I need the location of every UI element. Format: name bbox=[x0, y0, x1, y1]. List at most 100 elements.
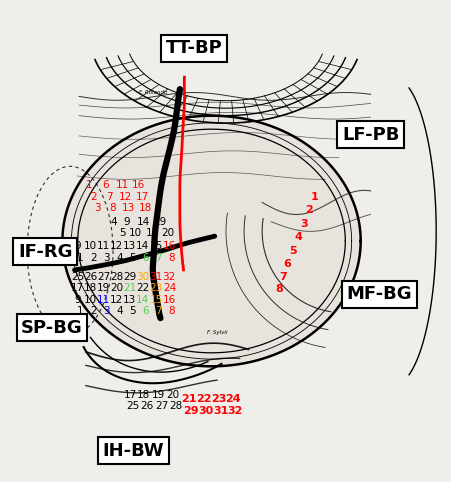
Text: 17: 17 bbox=[135, 192, 149, 201]
Text: 1: 1 bbox=[309, 192, 318, 201]
Text: 9: 9 bbox=[124, 217, 130, 227]
Text: 23: 23 bbox=[149, 283, 162, 293]
Text: 15: 15 bbox=[149, 295, 162, 305]
Text: 14: 14 bbox=[136, 241, 149, 251]
Text: 29: 29 bbox=[123, 272, 136, 281]
Text: 11: 11 bbox=[97, 295, 110, 305]
Text: 18: 18 bbox=[137, 390, 150, 400]
Text: 14: 14 bbox=[136, 295, 149, 305]
Text: 3: 3 bbox=[299, 219, 307, 228]
Text: 19: 19 bbox=[154, 217, 167, 227]
Text: 7: 7 bbox=[155, 253, 161, 263]
Text: 2: 2 bbox=[90, 192, 97, 201]
Text: 7: 7 bbox=[278, 272, 286, 281]
Text: 3: 3 bbox=[103, 253, 110, 263]
Text: 3: 3 bbox=[94, 203, 100, 213]
Text: 27: 27 bbox=[155, 402, 168, 411]
Text: F. Sylvii: F. Sylvii bbox=[206, 330, 227, 335]
Text: 24: 24 bbox=[225, 394, 240, 404]
Text: 5: 5 bbox=[129, 253, 136, 263]
Text: TT-BP: TT-BP bbox=[166, 39, 222, 57]
Text: 4: 4 bbox=[110, 217, 117, 227]
Text: 2: 2 bbox=[304, 205, 313, 215]
Text: 13: 13 bbox=[122, 203, 135, 213]
Text: 32: 32 bbox=[161, 272, 175, 281]
Text: 16: 16 bbox=[162, 241, 175, 251]
Text: 20: 20 bbox=[110, 283, 123, 293]
Text: 17: 17 bbox=[123, 390, 137, 400]
Text: 13: 13 bbox=[123, 295, 136, 305]
Text: 4: 4 bbox=[116, 253, 123, 263]
Text: 5: 5 bbox=[129, 307, 135, 316]
Text: 19: 19 bbox=[97, 283, 110, 293]
Text: SP-BG: SP-BG bbox=[21, 319, 83, 337]
Text: 26: 26 bbox=[140, 402, 153, 411]
Text: 26: 26 bbox=[83, 272, 97, 281]
Text: 31: 31 bbox=[149, 272, 162, 281]
Text: 9: 9 bbox=[74, 295, 81, 305]
Text: 29: 29 bbox=[183, 406, 198, 415]
Text: 12: 12 bbox=[119, 192, 132, 201]
Text: 23: 23 bbox=[211, 394, 226, 404]
Text: 1: 1 bbox=[77, 307, 83, 316]
Text: 22: 22 bbox=[136, 283, 149, 293]
Text: 2: 2 bbox=[90, 253, 97, 263]
Text: F. Rolando: F. Rolando bbox=[139, 90, 167, 95]
Text: 27: 27 bbox=[97, 272, 110, 281]
Text: 25: 25 bbox=[126, 402, 140, 411]
Text: 5: 5 bbox=[289, 246, 296, 255]
Text: 18: 18 bbox=[83, 283, 97, 293]
Text: 10: 10 bbox=[83, 241, 97, 251]
Text: IF-RG: IF-RG bbox=[18, 242, 72, 261]
Text: 12: 12 bbox=[110, 295, 123, 305]
Text: 6: 6 bbox=[143, 253, 149, 263]
Text: 30: 30 bbox=[136, 272, 149, 281]
Text: 21: 21 bbox=[181, 394, 196, 404]
Text: 7: 7 bbox=[106, 192, 112, 201]
Text: 28: 28 bbox=[169, 402, 183, 411]
Text: 7: 7 bbox=[155, 307, 161, 316]
Text: 18: 18 bbox=[138, 203, 152, 213]
Text: 1: 1 bbox=[86, 180, 92, 190]
Text: 30: 30 bbox=[198, 406, 213, 415]
Text: 8: 8 bbox=[168, 307, 175, 316]
Text: 2: 2 bbox=[90, 307, 97, 316]
Text: 4: 4 bbox=[294, 232, 302, 242]
Text: 31: 31 bbox=[212, 406, 228, 415]
Text: 22: 22 bbox=[196, 394, 212, 404]
Text: IH-BW: IH-BW bbox=[102, 442, 164, 460]
Text: 17: 17 bbox=[71, 283, 84, 293]
Text: MF-BG: MF-BG bbox=[346, 285, 412, 303]
Polygon shape bbox=[62, 116, 360, 366]
Text: 11: 11 bbox=[115, 180, 129, 190]
Text: 21: 21 bbox=[123, 283, 136, 293]
Text: 1: 1 bbox=[77, 253, 83, 263]
Text: 15: 15 bbox=[149, 241, 162, 251]
Text: 16: 16 bbox=[162, 295, 176, 305]
Text: 8: 8 bbox=[275, 284, 283, 294]
Text: 10: 10 bbox=[83, 295, 97, 305]
Text: 11: 11 bbox=[97, 241, 110, 251]
Text: 4: 4 bbox=[116, 307, 122, 316]
Text: 16: 16 bbox=[132, 180, 145, 190]
Text: 3: 3 bbox=[103, 307, 110, 316]
Text: 20: 20 bbox=[161, 228, 175, 238]
Text: 6: 6 bbox=[283, 259, 291, 268]
Text: 24: 24 bbox=[162, 283, 176, 293]
Text: 20: 20 bbox=[166, 390, 179, 400]
Text: 12: 12 bbox=[110, 241, 123, 251]
Text: 9: 9 bbox=[74, 241, 81, 251]
Text: 6: 6 bbox=[102, 180, 108, 190]
Text: 14: 14 bbox=[137, 217, 150, 227]
Text: 32: 32 bbox=[227, 406, 242, 415]
Text: 5: 5 bbox=[119, 228, 125, 238]
Text: 8: 8 bbox=[168, 253, 175, 263]
Text: LF-PB: LF-PB bbox=[341, 126, 398, 144]
Text: 19: 19 bbox=[151, 390, 165, 400]
Text: 13: 13 bbox=[123, 241, 136, 251]
Text: 15: 15 bbox=[146, 228, 159, 238]
Text: 10: 10 bbox=[129, 228, 142, 238]
Text: 8: 8 bbox=[109, 203, 115, 213]
Text: 6: 6 bbox=[142, 307, 148, 316]
Text: 28: 28 bbox=[110, 272, 123, 281]
